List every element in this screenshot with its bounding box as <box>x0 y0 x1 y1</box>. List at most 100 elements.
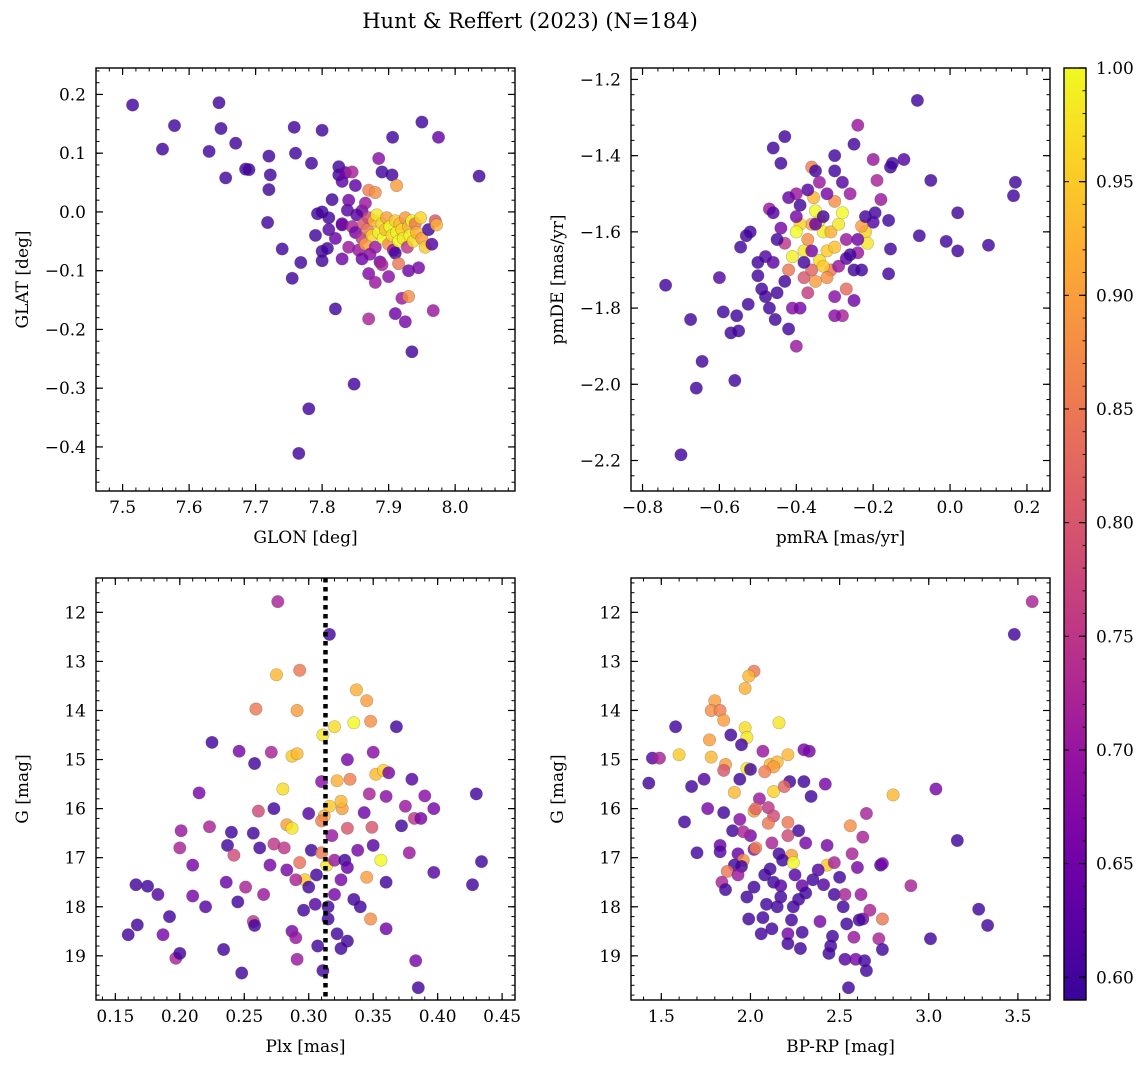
scatter-point <box>156 142 170 156</box>
scatter-point <box>758 290 772 304</box>
scatter-point <box>782 191 796 205</box>
scatter-point <box>472 169 486 183</box>
scatter-point <box>851 233 865 247</box>
scatter-point <box>776 853 790 867</box>
scatter-point <box>811 863 825 877</box>
scatter-point <box>770 233 784 247</box>
scatter-point <box>375 258 389 272</box>
x-axis-label: BP-RP [mag] <box>786 1037 895 1057</box>
x-tick-label: 0.15 <box>96 1007 134 1027</box>
scatter-point <box>287 120 301 134</box>
colorbar-tick-label: 1.00 <box>1096 59 1134 79</box>
scatter-point <box>912 229 926 243</box>
scatter-point <box>828 240 842 254</box>
x-axis-label: Plx [mas] <box>265 1037 345 1057</box>
scatter-point <box>784 913 798 927</box>
y-tick-label: −0.3 <box>45 379 86 399</box>
y-tick-label: 19 <box>64 947 86 967</box>
scatter-point <box>289 873 303 887</box>
scatter-point <box>334 873 348 887</box>
scatter-point <box>1008 175 1022 189</box>
y-tick-label: 12 <box>599 603 621 623</box>
scatter-point <box>351 843 365 857</box>
colorbar-tick-label: 0.95 <box>1096 173 1134 193</box>
scatter-point <box>882 267 896 281</box>
colorbar-tick-label: 0.75 <box>1096 627 1134 647</box>
scatter-point <box>372 152 386 166</box>
scatter-point <box>762 301 776 315</box>
scatter-point <box>248 756 262 770</box>
y-tick-label: 14 <box>599 701 621 721</box>
scatter-point <box>288 146 302 160</box>
scatter-point <box>702 733 716 747</box>
scatter-point <box>186 858 200 872</box>
scatter-point <box>251 804 265 818</box>
scatter-point <box>277 841 291 855</box>
scatter-point <box>951 206 965 220</box>
scatter-point <box>828 290 842 304</box>
scatter-point <box>758 765 772 779</box>
scatter-point <box>427 865 441 879</box>
scatter-point <box>797 271 811 285</box>
scatter-point <box>669 720 683 734</box>
scatter-point <box>129 878 143 892</box>
scatter-point <box>349 683 363 697</box>
scatter-point <box>740 890 754 904</box>
x-tick-label: 0.2 <box>1013 498 1040 518</box>
scatter-point <box>777 779 791 793</box>
scatter-point <box>761 816 775 830</box>
scatter-point <box>801 286 815 300</box>
scatter-point <box>246 826 260 840</box>
scatter-point <box>168 119 182 133</box>
scatter-point <box>817 878 831 892</box>
scatter-point <box>875 942 889 956</box>
scatter-point <box>759 897 773 911</box>
scatter-point <box>347 716 361 730</box>
scatter-point <box>328 302 342 316</box>
x-tick-label: −0.2 <box>853 498 894 518</box>
scatter-point <box>357 806 371 820</box>
scatter-point <box>405 345 419 359</box>
y-axis-label: pmDE [mas/yr] <box>548 214 568 344</box>
scatter-point <box>886 788 900 802</box>
scatter-point <box>828 309 842 323</box>
scatter-point <box>141 879 155 893</box>
y-tick-label: 0.2 <box>59 85 86 105</box>
scatter-point <box>808 217 822 231</box>
scatter-point <box>781 748 795 762</box>
scatter-point <box>212 96 226 110</box>
scatter-point <box>340 821 354 835</box>
scatter-point <box>835 206 849 220</box>
y-axis-label: G [mag] <box>548 754 568 823</box>
scatter-point <box>364 714 378 728</box>
scatter-point <box>738 681 752 695</box>
scatter-point <box>362 267 376 281</box>
scatter-point <box>749 841 763 855</box>
colorbar-tick-label: 0.60 <box>1096 968 1134 988</box>
scatter-point <box>923 932 937 946</box>
y-tick-label: 17 <box>599 849 621 869</box>
scatter-point <box>950 833 964 847</box>
y-tick-label: −0.4 <box>45 438 86 458</box>
scatter-point <box>883 242 897 256</box>
scatter-point <box>205 735 219 749</box>
scatter-point <box>263 168 277 182</box>
x-axis-label: pmRA [mas/yr] <box>776 528 905 548</box>
scatter-point <box>418 789 432 803</box>
scatter-point <box>736 825 750 839</box>
scatter-point <box>782 263 796 277</box>
scatter-point <box>824 225 838 239</box>
scatter-point <box>742 912 756 926</box>
y-tick-label: 16 <box>599 800 621 820</box>
scatter-point <box>875 857 889 871</box>
scatter-point <box>799 836 813 850</box>
x-tick-label: 7.7 <box>242 498 269 518</box>
scatter-point <box>345 165 359 179</box>
scatter-point <box>411 981 425 995</box>
y-tick-label: 19 <box>599 947 621 967</box>
scatter-point <box>840 917 854 931</box>
y-tick-label: −1.6 <box>580 223 621 243</box>
scatter-point <box>347 377 361 391</box>
x-axis-label: GLON [deg] <box>253 528 357 548</box>
scatter-point <box>320 241 334 255</box>
